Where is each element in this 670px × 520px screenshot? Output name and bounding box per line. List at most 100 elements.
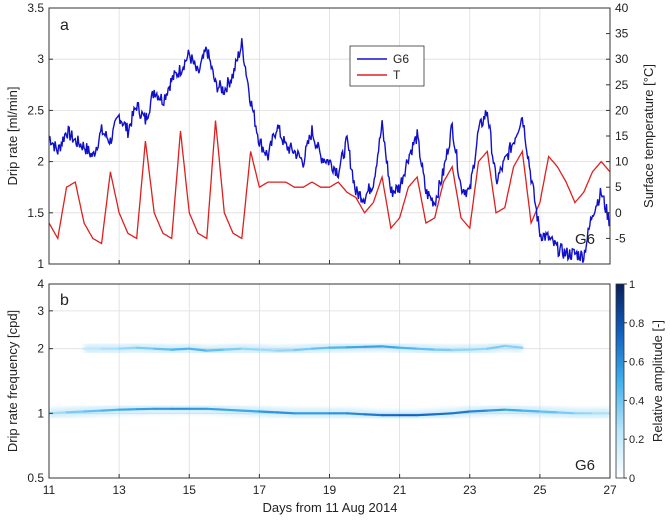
ridge-segment <box>521 409 542 413</box>
panel-a-left-ticks: 1 1.5 2 2.5 3 3.5 <box>27 1 53 271</box>
ridge-segment <box>258 348 278 352</box>
ridge-segment <box>205 348 226 352</box>
y-tick-label: 1.5 <box>27 206 44 220</box>
y-tick-label: 1 <box>37 406 44 420</box>
colorbar-gradient <box>615 283 625 479</box>
y2-tick-label: 35 <box>615 27 629 41</box>
legend-box <box>349 45 425 87</box>
y-tick-label: 3 <box>37 304 44 318</box>
ridge-segment <box>416 413 436 417</box>
y2-tick-label: 40 <box>615 1 629 15</box>
x-tick-label: 27 <box>603 483 617 497</box>
x-tick-label: 25 <box>533 483 547 497</box>
ridge-segment <box>117 346 138 350</box>
colorbar-tick-label: 0.4 <box>629 395 644 407</box>
x-tick-label: 21 <box>393 483 407 497</box>
ridge-segment <box>240 347 261 351</box>
colorbar: 0 0.2 0.4 0.6 0.8 1 Relative amplitude [-] <box>615 279 665 485</box>
y-tick-label: 2.5 <box>27 103 44 117</box>
ridge-segment <box>416 347 436 351</box>
ridge-segment <box>258 410 278 414</box>
ridge-segment <box>65 410 86 414</box>
ridge-segment <box>433 412 454 416</box>
ridge-segment <box>451 348 471 352</box>
ridge-segment <box>503 344 524 349</box>
ridge-segment <box>223 408 243 412</box>
ridge-segment <box>398 346 419 350</box>
ridge-segment <box>275 349 296 352</box>
y2-tick-label: 10 <box>615 155 629 169</box>
y2-tick-label: 5 <box>615 180 622 194</box>
ridge-segment <box>170 347 191 351</box>
panel-b-annotation: G6 <box>575 457 595 474</box>
colorbar-tick-label: 0.8 <box>629 318 644 330</box>
y2-tick-label: -5 <box>615 231 626 245</box>
ridge-segment <box>205 407 226 411</box>
ridge-segment <box>100 408 121 412</box>
ridge-segment <box>82 409 103 413</box>
x-tick-label: 15 <box>183 483 197 497</box>
heatmap-layer <box>49 340 610 421</box>
ridge-segment <box>310 346 331 350</box>
panel-a: 1 1.5 2 2.5 3 3.5 -5 0 5 10 15 20 25 30 35 40 a G6 Dri… <box>5 1 656 271</box>
legend-label-g6: G6 <box>393 52 409 66</box>
ridge-segment <box>153 347 173 351</box>
y-tick-label: 1 <box>37 257 44 271</box>
y-tick-label: 2 <box>37 342 44 356</box>
ridge-segment <box>468 347 489 351</box>
ridge-segment <box>345 412 366 416</box>
temperature-series-line <box>49 120 610 245</box>
ridge-segment <box>433 348 454 352</box>
y2-tick-label: 30 <box>615 52 629 66</box>
ridge-segment <box>240 409 261 413</box>
x-tick-label: 13 <box>112 483 126 497</box>
ridge-segment <box>381 345 401 349</box>
ridge-segment <box>275 411 296 415</box>
ridge-segment <box>503 408 524 412</box>
x-tick-label: 17 <box>253 483 267 497</box>
panel-b-ylabel: Drip rate frequency [cpd] <box>5 310 20 452</box>
ridge-segment <box>556 411 577 415</box>
y2-tick-label: 20 <box>615 103 629 117</box>
panel-b-label: b <box>60 292 69 309</box>
ridge-segment <box>538 410 559 414</box>
y2-tick-label: 0 <box>615 206 622 220</box>
ridge-segment <box>135 346 156 350</box>
panel-a-ylabel: Drip rate [ml/min] <box>5 87 20 186</box>
panel-a-y2label: Surface temperature [°C] <box>641 64 656 208</box>
ridge-segment <box>117 408 138 411</box>
y2-tick-label: 25 <box>615 78 629 92</box>
y2-tick-label: 15 <box>615 129 629 143</box>
ridge-segment <box>363 413 384 417</box>
ridge-segment <box>486 408 506 412</box>
panel-b-x-ticks: 11 13 15 17 19 21 23 25 27 <box>43 474 617 497</box>
panel-a-right-ticks: -5 0 5 10 15 20 25 30 35 40 <box>606 1 629 245</box>
ridge-segment <box>486 344 506 350</box>
ridge-segment <box>293 347 314 352</box>
ridge-segment <box>345 345 366 349</box>
x-tick-label: 23 <box>463 483 477 497</box>
y-tick-label: 0.5 <box>27 471 44 485</box>
colorbar-tick-label: 0.2 <box>629 434 644 446</box>
colorbar-label: Relative amplitude [-] <box>650 320 665 442</box>
panel-a-grid <box>48 7 611 265</box>
panel-a-x-ticks <box>48 260 611 264</box>
panel-a-label: a <box>60 17 69 34</box>
ridge-segment <box>468 409 489 413</box>
panel-a-annotation: G6 <box>575 231 595 248</box>
y-tick-label: 3 <box>37 52 44 66</box>
legend-label-t: T <box>393 68 401 82</box>
ridge-segment <box>188 347 208 352</box>
ridge-segment <box>223 347 243 351</box>
y-tick-label: 2 <box>37 155 44 169</box>
colorbar-tick-label: 1 <box>629 279 635 291</box>
colorbar-ticks: 0 0.2 0.4 0.6 0.8 1 <box>624 279 644 485</box>
x-tick-label: 11 <box>43 483 56 497</box>
g6-series-line <box>49 38 610 263</box>
panel-b-y-ticks: 0.5 1 2 3 4 <box>27 277 53 485</box>
colorbar-tick-label: 0 <box>629 473 635 485</box>
y-tick-label: 3.5 <box>27 1 44 15</box>
legend: G6 T <box>349 45 425 87</box>
